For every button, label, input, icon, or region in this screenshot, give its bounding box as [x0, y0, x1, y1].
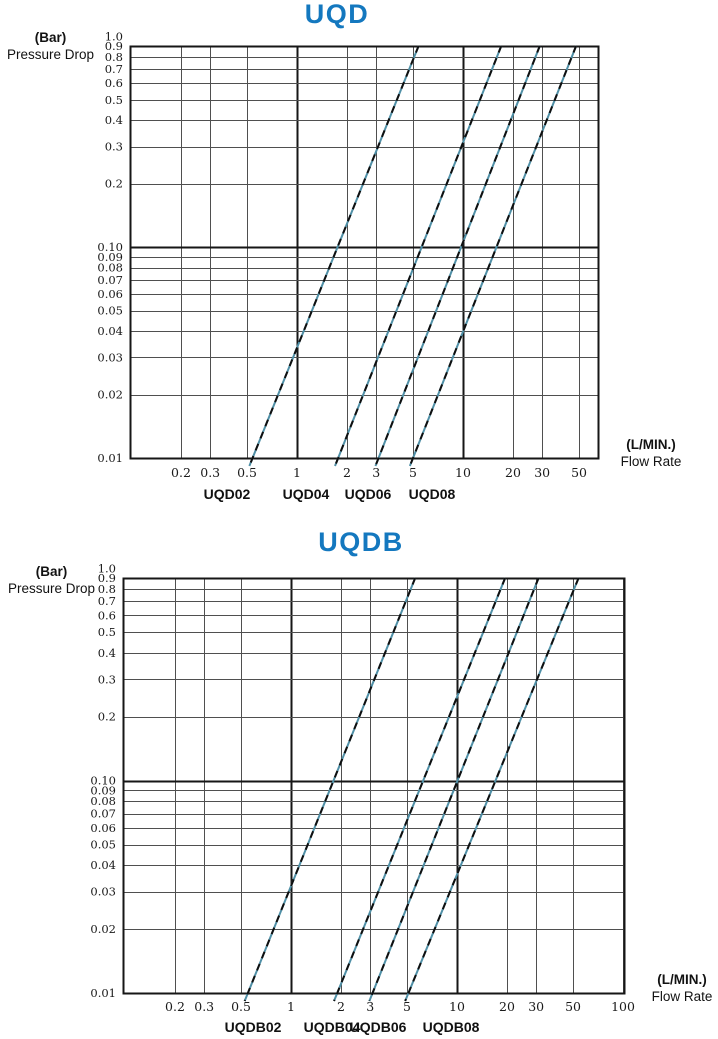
- uqd02-curve: [248, 45, 420, 467]
- y-tick-label: 0.2: [98, 710, 116, 724]
- uqdb-x-axis-name: Flow Rate: [651, 989, 713, 1004]
- uqd06-curve: [374, 45, 541, 467]
- x-tick-label: 10: [455, 465, 471, 480]
- x-tick-label: 30: [534, 465, 550, 480]
- x-tick-label: 50: [565, 999, 581, 1014]
- x-tick-label: 2: [343, 465, 351, 480]
- y-tick-label: 0.06: [97, 287, 123, 301]
- y-tick-label: 0.6: [98, 608, 116, 622]
- y-tick-label: 0.01: [90, 986, 116, 1000]
- y-tick-label: 0.8: [105, 50, 123, 64]
- y-tick-label: 0.02: [97, 388, 123, 402]
- x-tick-label: 50: [571, 465, 587, 480]
- x-tick-label: 0.2: [171, 465, 191, 480]
- uqdb-x-axis-unit: (L/MIN.): [657, 972, 707, 987]
- y-tick-label: 1.0: [98, 561, 116, 575]
- y-tick-label: 0.7: [105, 62, 123, 76]
- uqdb-y-axis-caption: (Bar) Pressure Drop: [4, 563, 99, 597]
- x-tick-label: 5: [409, 465, 417, 480]
- plot-border: [129, 45, 600, 460]
- y-tick-label: 0.04: [90, 858, 116, 872]
- x-tick-label: 20: [505, 465, 521, 480]
- uqdb-x-axis-caption: (L/MIN.) Flow Rate: [640, 971, 718, 1005]
- y-tick-label: 0.09: [97, 250, 123, 264]
- y-tick-label: 0.09: [90, 783, 116, 797]
- x-tick-label: 0.3: [200, 465, 220, 480]
- uqd06-series-label: UQD06: [345, 486, 392, 502]
- x-tick-label: 10: [449, 999, 465, 1014]
- y-tick-label: 0.7: [98, 594, 116, 608]
- plot-border: [122, 577, 626, 995]
- y-tick-label: 0.08: [97, 261, 123, 275]
- y-tick-label: 0.4: [105, 113, 123, 127]
- uqd-x-axis-unit: (L/MIN.): [626, 437, 676, 452]
- x-tick-label: 5: [403, 999, 411, 1014]
- x-tick-label: 1: [293, 465, 301, 480]
- y-tick-label: 0.03: [97, 350, 123, 364]
- uqd08-series-label: UQD08: [409, 486, 456, 502]
- uqdb04-series-label: UQDB04: [304, 1019, 361, 1035]
- uqd-x-axis-name: Flow Rate: [620, 454, 682, 469]
- uqd-x-axis-caption: (L/MIN.) Flow Rate: [606, 436, 696, 470]
- uqdb04-curve: [333, 577, 507, 1002]
- uqd-chart-title: UQD: [304, 0, 370, 29]
- uqd-y-axis-caption: (Bar) Pressure Drop: [3, 29, 98, 63]
- uqdb08-curve: [404, 577, 580, 1002]
- uqdb-chart-title: UQDB: [318, 527, 404, 557]
- uqd08-curve: [408, 45, 578, 467]
- uqdb02-series-label: UQDB02: [225, 1019, 282, 1035]
- y-tick-label: 0.07: [97, 273, 123, 287]
- y-tick-label: 0.4: [98, 646, 116, 660]
- x-tick-label: 3: [366, 999, 374, 1014]
- x-tick-label: 2: [337, 999, 345, 1014]
- uqdb06-curve: [368, 577, 540, 1002]
- y-tick-label: 0.5: [105, 93, 123, 107]
- y-tick-label: 1.0: [105, 29, 123, 43]
- uqd04-curve: [334, 45, 503, 467]
- y-tick-label: 0.08: [90, 794, 116, 808]
- x-tick-label: 0.2: [165, 999, 185, 1014]
- uqdb-y-axis-name: Pressure Drop: [7, 581, 96, 596]
- uqd-plot: 0.2 0.3 0.5 1 2 3 5 10 20 30 50 1.00.90.80.70.6 0.5 0…: [97, 29, 600, 502]
- uqdb06-series-label: UQDB06: [350, 1019, 407, 1035]
- y-tick-label: 0.07: [90, 807, 116, 821]
- x-tick-label: 0.5: [231, 999, 251, 1014]
- uqdb08-series-label: UQDB08: [423, 1019, 480, 1035]
- x-tick-label: 0.5: [237, 465, 257, 480]
- y-tick-label: 0.02: [90, 922, 116, 936]
- y-tick-label: 0.2: [105, 177, 123, 191]
- y-tick-label: 0.04: [97, 324, 123, 338]
- uqdb-y-axis-unit: (Bar): [35, 564, 68, 579]
- x-tick-label: 20: [499, 999, 515, 1014]
- y-tick-label: 0.06: [90, 821, 116, 835]
- y-tick-label: 0.05: [97, 304, 123, 318]
- uqdb-plot: 0.2 0.3 0.5 1 2 3 5 10 20 30 50 100 1.00.90.80.70.6 0…: [90, 561, 635, 1035]
- uqd-y-axis-name: Pressure Drop: [6, 47, 95, 62]
- y-tick-label: 0.9: [98, 571, 116, 585]
- x-tick-label: 0.3: [194, 999, 214, 1014]
- uqd02-series-label: UQD02: [204, 486, 251, 502]
- y-tick-label: 0.5: [98, 625, 116, 639]
- x-tick-label: 30: [528, 999, 544, 1014]
- y-tick-label: 0.6: [105, 76, 123, 90]
- y-tick-label: 0.05: [90, 838, 116, 852]
- y-tick-label: 0.8: [98, 582, 116, 596]
- x-tick-label: 3: [372, 465, 380, 480]
- uqd04-series-label: UQD04: [283, 486, 330, 502]
- y-tick-label: 0.3: [98, 672, 116, 686]
- y-tick-label: 0.01: [97, 451, 123, 465]
- y-tick-label: 0.3: [105, 140, 123, 154]
- y-tick-label: 0.10: [97, 240, 123, 254]
- y-tick-label: 0.9: [105, 39, 123, 53]
- y-tick-label: 0.03: [90, 885, 116, 899]
- uqdb02-curve: [243, 577, 417, 1002]
- x-tick-label: 100: [611, 999, 635, 1014]
- uqd-y-axis-unit: (Bar): [34, 30, 67, 45]
- x-tick-label: 1: [287, 999, 295, 1014]
- y-tick-label: 0.10: [90, 774, 116, 788]
